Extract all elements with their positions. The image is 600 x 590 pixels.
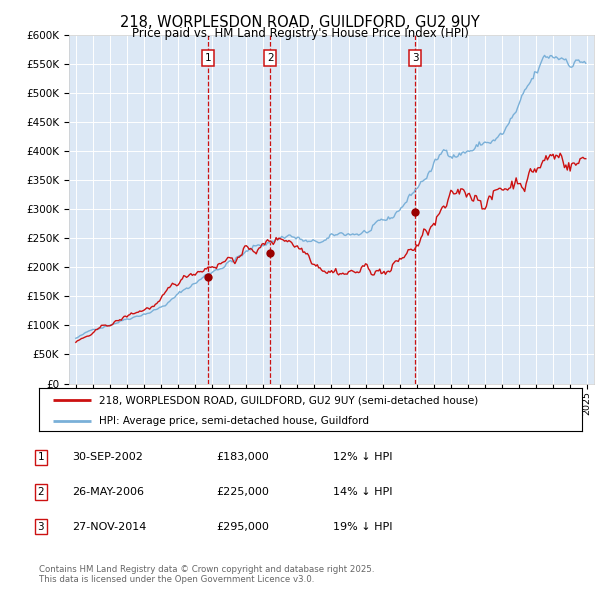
Text: Price paid vs. HM Land Registry's House Price Index (HPI): Price paid vs. HM Land Registry's House …	[131, 27, 469, 40]
Text: 14% ↓ HPI: 14% ↓ HPI	[333, 487, 392, 497]
Text: £225,000: £225,000	[216, 487, 269, 497]
Text: 26-MAY-2006: 26-MAY-2006	[72, 487, 144, 497]
Text: 3: 3	[37, 522, 44, 532]
Text: 2: 2	[37, 487, 44, 497]
Text: 30-SEP-2002: 30-SEP-2002	[72, 453, 143, 462]
Text: 218, WORPLESDON ROAD, GUILDFORD, GU2 9UY: 218, WORPLESDON ROAD, GUILDFORD, GU2 9UY	[120, 15, 480, 30]
Text: 12% ↓ HPI: 12% ↓ HPI	[333, 453, 392, 462]
Text: 1: 1	[205, 53, 211, 63]
Text: HPI: Average price, semi-detached house, Guildford: HPI: Average price, semi-detached house,…	[99, 415, 369, 425]
Text: 2: 2	[267, 53, 274, 63]
Text: Contains HM Land Registry data © Crown copyright and database right 2025.
This d: Contains HM Land Registry data © Crown c…	[39, 565, 374, 584]
Text: 218, WORPLESDON ROAD, GUILDFORD, GU2 9UY (semi-detached house): 218, WORPLESDON ROAD, GUILDFORD, GU2 9UY…	[99, 395, 478, 405]
Text: £183,000: £183,000	[216, 453, 269, 462]
Text: 3: 3	[412, 53, 418, 63]
Text: 19% ↓ HPI: 19% ↓ HPI	[333, 522, 392, 532]
Text: £295,000: £295,000	[216, 522, 269, 532]
Text: 27-NOV-2014: 27-NOV-2014	[72, 522, 146, 532]
Text: 1: 1	[37, 453, 44, 462]
